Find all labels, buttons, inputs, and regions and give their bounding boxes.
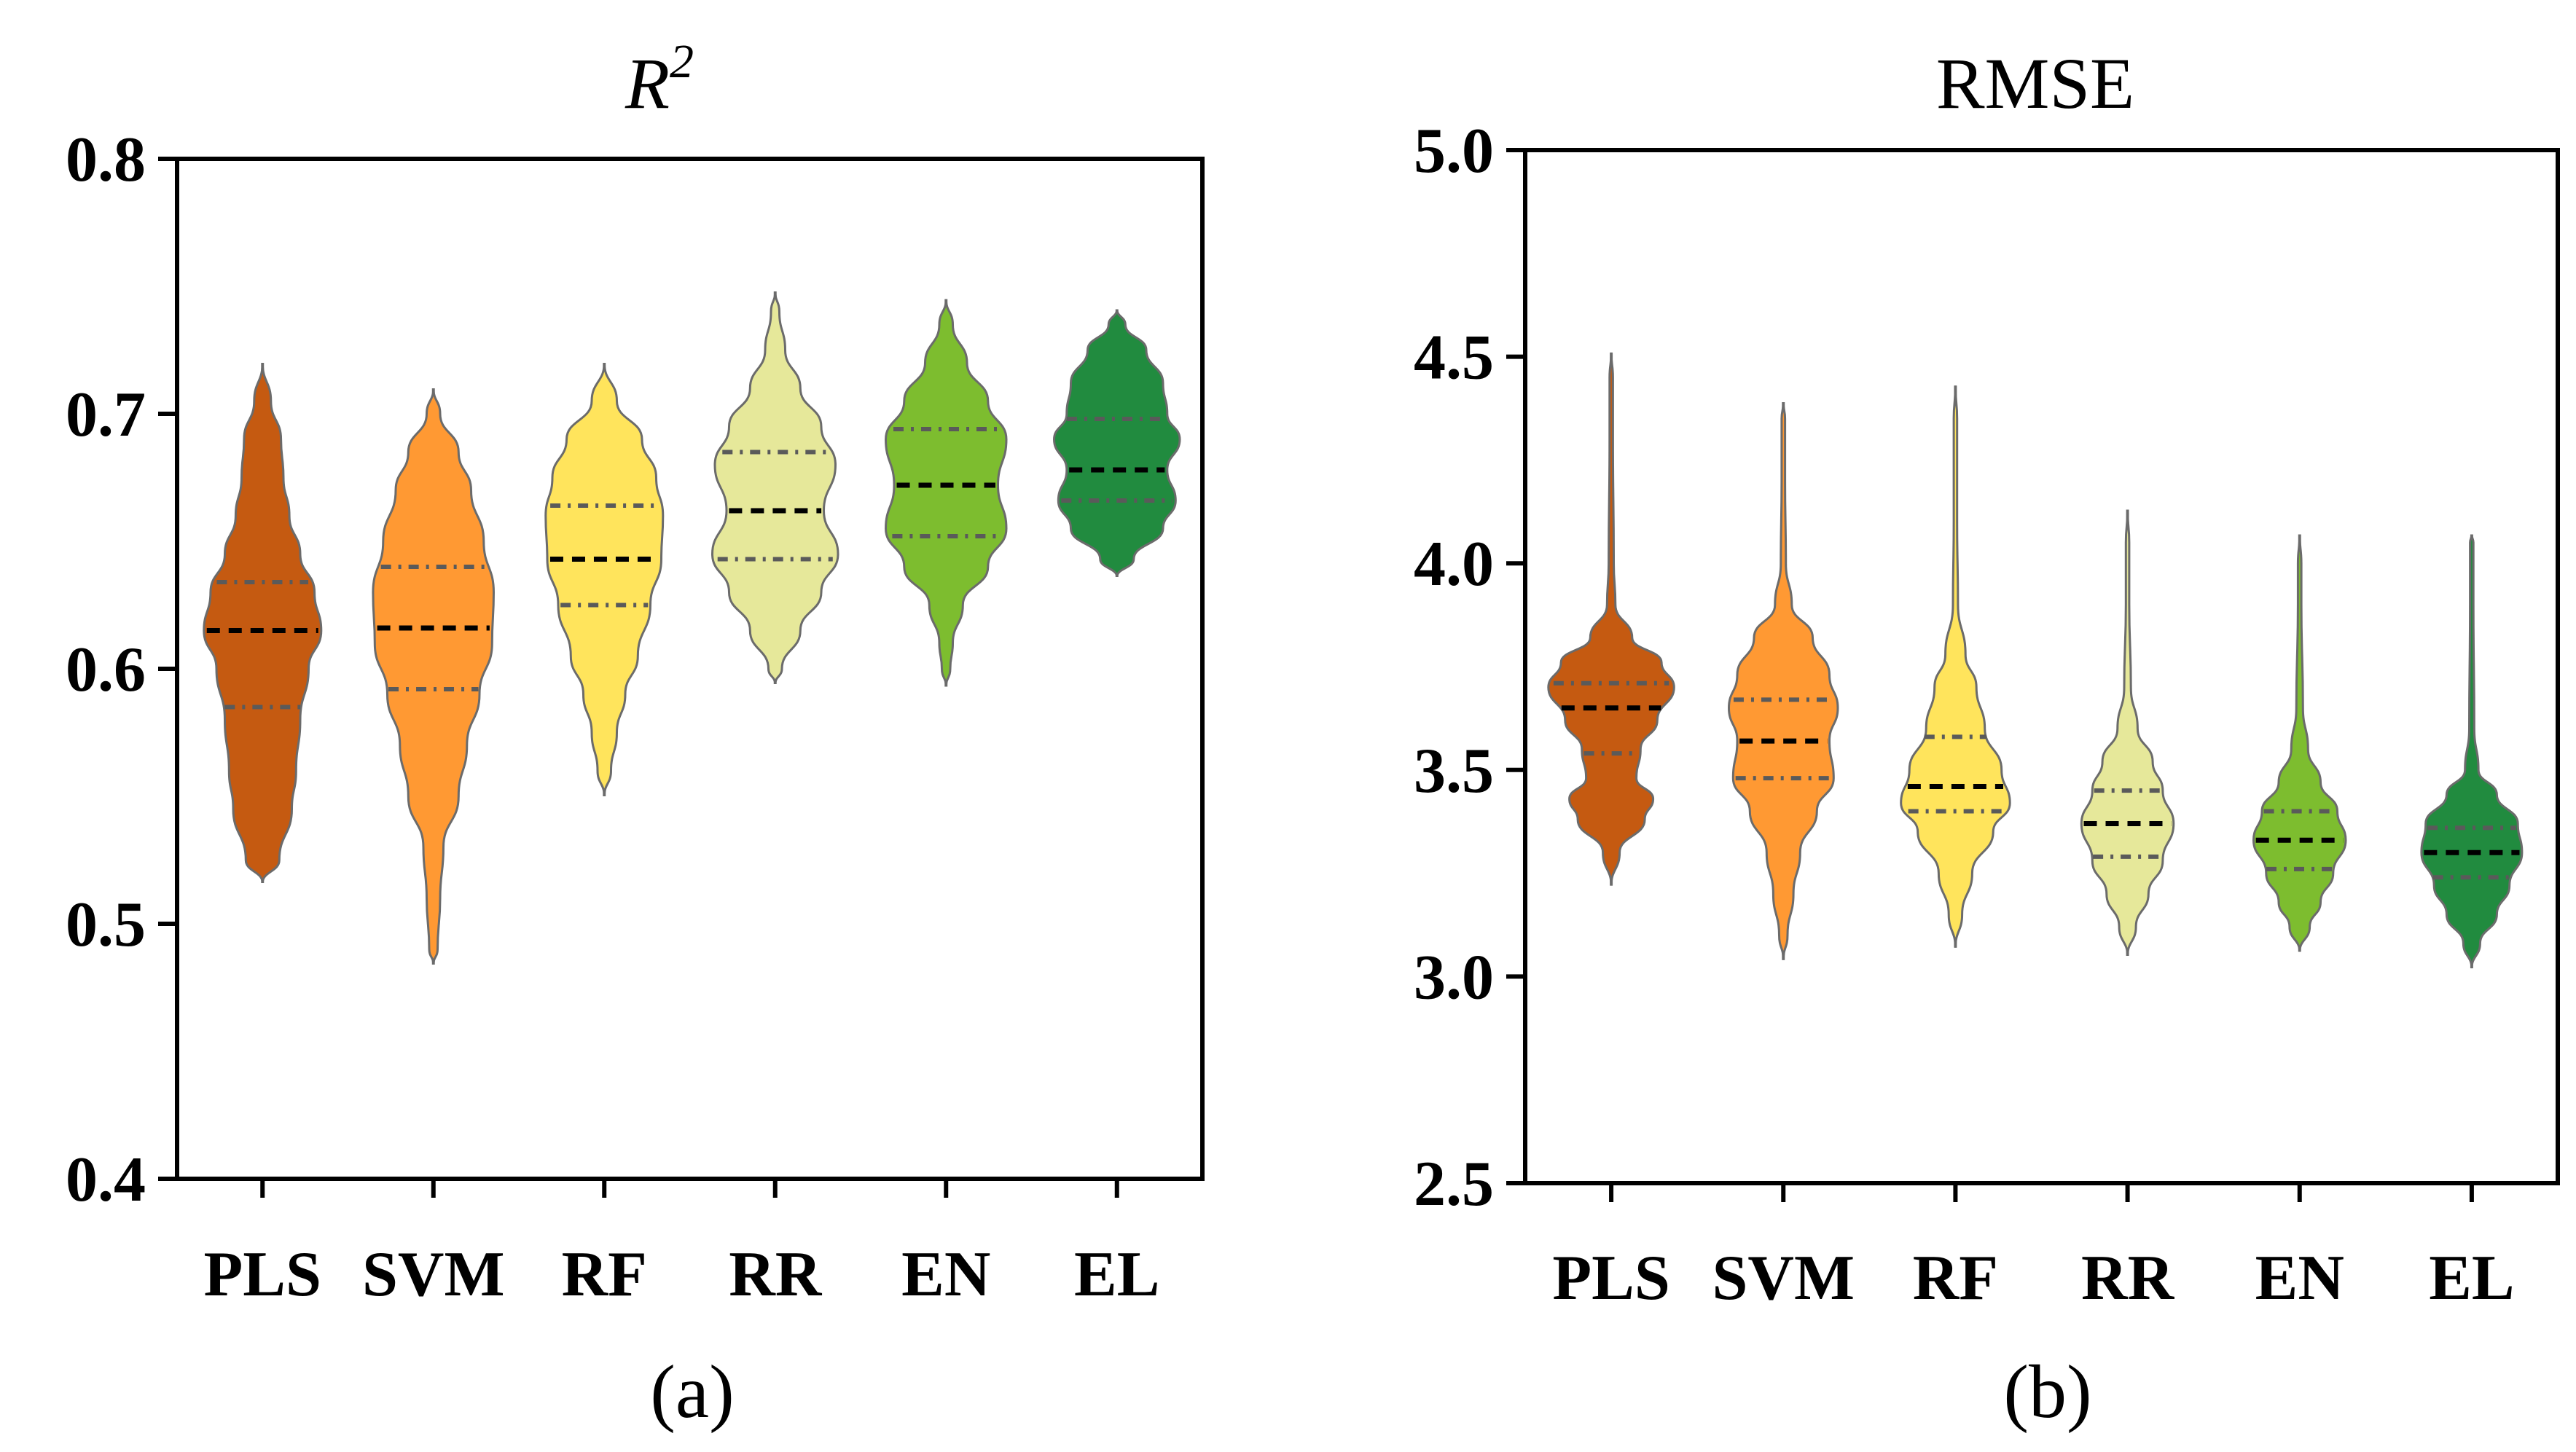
x-category-label: RF [1913, 1243, 1998, 1314]
x-category-label: EN [901, 1239, 990, 1310]
y-axis-r2: 0.4 0.5 0.6 0.7 0.8 [66, 125, 177, 1215]
y-tick-label: 5.0 [1414, 116, 1494, 187]
violin-body [2080, 509, 2175, 957]
y-tick-label: 3.5 [1414, 736, 1494, 807]
x-axis-rmse: PLS SVM RF RR EN EL [1552, 1183, 2515, 1314]
panel-rmse: RMSE 2.5 3.0 3.5 4.0 4.5 5.0 PLS SVM RF RR EN EL (… [1414, 43, 2560, 1434]
violins-r2 [203, 290, 1181, 965]
violin-en [2252, 533, 2347, 952]
x-category-label: EN [2255, 1243, 2344, 1314]
panel-b-title: RMSE [1936, 43, 2134, 124]
violin-body [710, 290, 839, 685]
violin-body [372, 388, 496, 965]
y-tick-label: 0.4 [66, 1145, 146, 1215]
x-category-label: RR [2081, 1243, 2175, 1314]
violin-svm [1727, 401, 1839, 960]
violin-body [1052, 308, 1181, 578]
violin-body [2252, 533, 2347, 952]
x-category-label: RR [729, 1239, 823, 1310]
plot-frame-r2 [175, 157, 1205, 1181]
subfigure-label-a: (a) [650, 1350, 734, 1434]
y-tick-label: 4.5 [1414, 323, 1494, 393]
violin-el [1052, 308, 1181, 578]
violin-rf [1900, 384, 2011, 948]
violin-body [884, 298, 1008, 687]
subfigure-label-b: (b) [2003, 1350, 2091, 1434]
violin-pls [1547, 351, 1675, 886]
x-category-label: PLS [204, 1239, 321, 1310]
y-tick-label: 0.5 [66, 890, 146, 960]
y-tick-label: 3.0 [1414, 942, 1494, 1013]
violin-pls [203, 361, 323, 884]
x-category-label: SVM [1712, 1243, 1855, 1314]
y-axis-rmse: 2.5 3.0 3.5 4.0 4.5 5.0 [1414, 116, 1525, 1220]
violin-rr [710, 290, 839, 685]
violins-rmse [1547, 351, 2524, 969]
x-category-label: SVM [362, 1239, 505, 1310]
y-tick-label: 0.7 [66, 380, 146, 450]
y-tick-label: 2.5 [1414, 1149, 1494, 1220]
violin-body [1547, 351, 1675, 886]
x-category-label: RF [562, 1239, 647, 1310]
violin-body [1900, 384, 2011, 948]
x-axis-r2: PLS SVM RF RR EN EL [204, 1179, 1159, 1310]
panel-r2: R2 0.4 0.5 0.6 0.7 0.8 PLS SVM RF RR EN EL (a) [66, 35, 1205, 1434]
violin-rr [2080, 509, 2175, 957]
y-tick-label: 0.6 [66, 635, 146, 705]
panel-a-title: R2 [625, 35, 694, 124]
violin-el [2420, 533, 2524, 969]
violin-en [884, 298, 1008, 687]
violin-body [1727, 401, 1839, 960]
y-tick-label: 0.8 [66, 125, 146, 195]
violin-rf [544, 361, 665, 797]
x-category-label: PLS [1552, 1243, 1669, 1314]
violin-body [2420, 533, 2524, 969]
violin-body [544, 361, 665, 797]
y-tick-label: 4.0 [1414, 529, 1494, 600]
plot-frame-rmse [1523, 148, 2560, 1185]
violin-body [203, 361, 323, 884]
x-category-label: EL [1074, 1239, 1159, 1310]
x-category-label: EL [2429, 1243, 2514, 1314]
violin-svm [372, 388, 496, 965]
